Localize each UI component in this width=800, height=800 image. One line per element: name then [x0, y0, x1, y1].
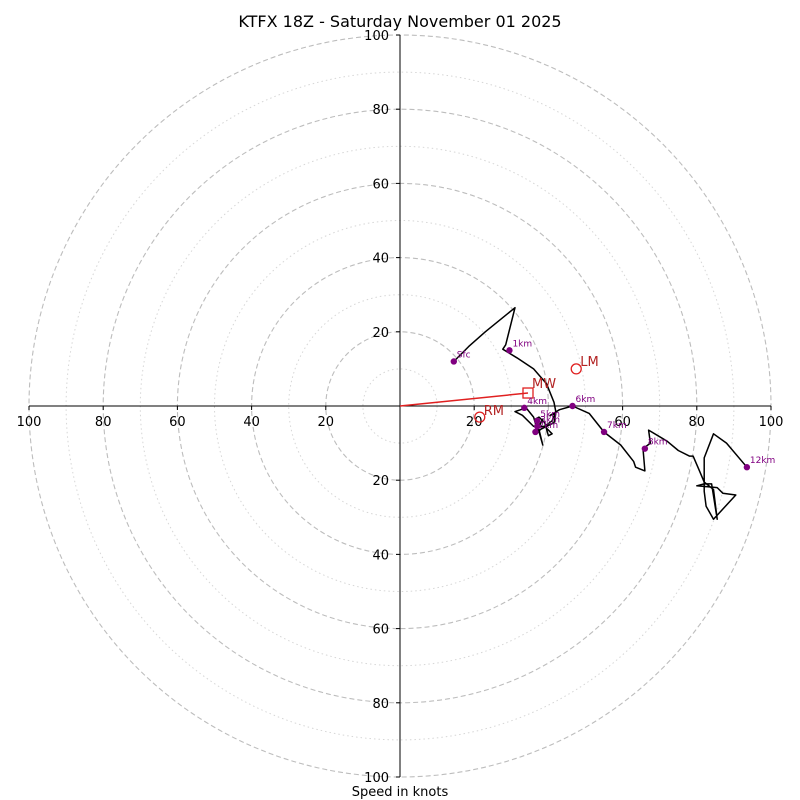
x-tick-label: 20: [318, 415, 335, 430]
height-label-6km: 6km: [576, 395, 596, 405]
height-label-2km: 2km: [538, 421, 558, 431]
y-tick-label: 100: [364, 771, 389, 786]
right-mover-marker: [474, 411, 486, 423]
height-marker-3km: [534, 423, 541, 430]
mean-wind-vector: [399, 392, 529, 407]
height-label-5km: 5km: [540, 410, 560, 420]
height-label-4km: 4km: [527, 397, 547, 407]
height-marker-7km: [600, 428, 608, 436]
height-label-7km: 7km: [607, 421, 627, 431]
height-marker-12km: [743, 464, 751, 471]
right-mover-label: RM: [484, 404, 504, 419]
hodograph-trace: [453, 306, 748, 520]
height-label-sfc: Sfc: [457, 350, 471, 360]
mean-wind-label: MW: [532, 377, 556, 392]
height-label-12km: 12km: [750, 456, 775, 466]
x-tick-label: 100: [17, 415, 42, 430]
x-tick-label: 60: [169, 415, 186, 430]
y-tick-label: 60: [372, 623, 389, 638]
tick-labels: 100 80 60 40 20 20 60 80 100 100 80 60 40 20 20 40 60 80 1…: [17, 29, 784, 786]
height-marker-8km: [641, 445, 649, 452]
height-marker-4km: [521, 404, 528, 412]
y-tick-label: 80: [372, 697, 389, 712]
y-tick-label: 40: [372, 548, 389, 563]
height-marker-5km: [534, 417, 541, 425]
left-mover-label: LM: [580, 355, 598, 370]
y-tick-label: 80: [372, 103, 389, 118]
height-marker-1km: [506, 347, 513, 354]
height-label-1km: 1km: [512, 339, 532, 349]
height-marker-sfc: [450, 358, 457, 365]
y-tick-label: 20: [372, 474, 389, 489]
height-marker-2km: [532, 428, 539, 436]
x-tick-label: 40: [243, 415, 260, 430]
height-label-3km: 3km: [540, 415, 560, 425]
x-tick-label: 80: [689, 415, 706, 430]
height-marker-6km: [569, 402, 576, 410]
y-tick-label: 100: [364, 29, 389, 44]
left-mover-marker: [570, 363, 582, 375]
mean-wind-marker: [522, 387, 534, 399]
y-tick-label: 20: [372, 326, 389, 341]
wind-profile-line: [453, 306, 748, 520]
y-tick-label: 60: [372, 177, 389, 192]
x-tick-label: 20: [466, 415, 483, 430]
x-axis-label: Speed in knots: [352, 785, 449, 800]
x-tick-label: 60: [614, 415, 631, 430]
x-tick-label: 80: [95, 415, 112, 430]
x-tick-label: 100: [759, 415, 784, 430]
storm-motion: MW LM RM: [399, 355, 599, 423]
y-tick-label: 40: [372, 252, 389, 267]
height-label-8km: 8km: [648, 438, 668, 448]
chart-title: KTFX 18Z - Saturday November 01 2025: [238, 12, 561, 31]
